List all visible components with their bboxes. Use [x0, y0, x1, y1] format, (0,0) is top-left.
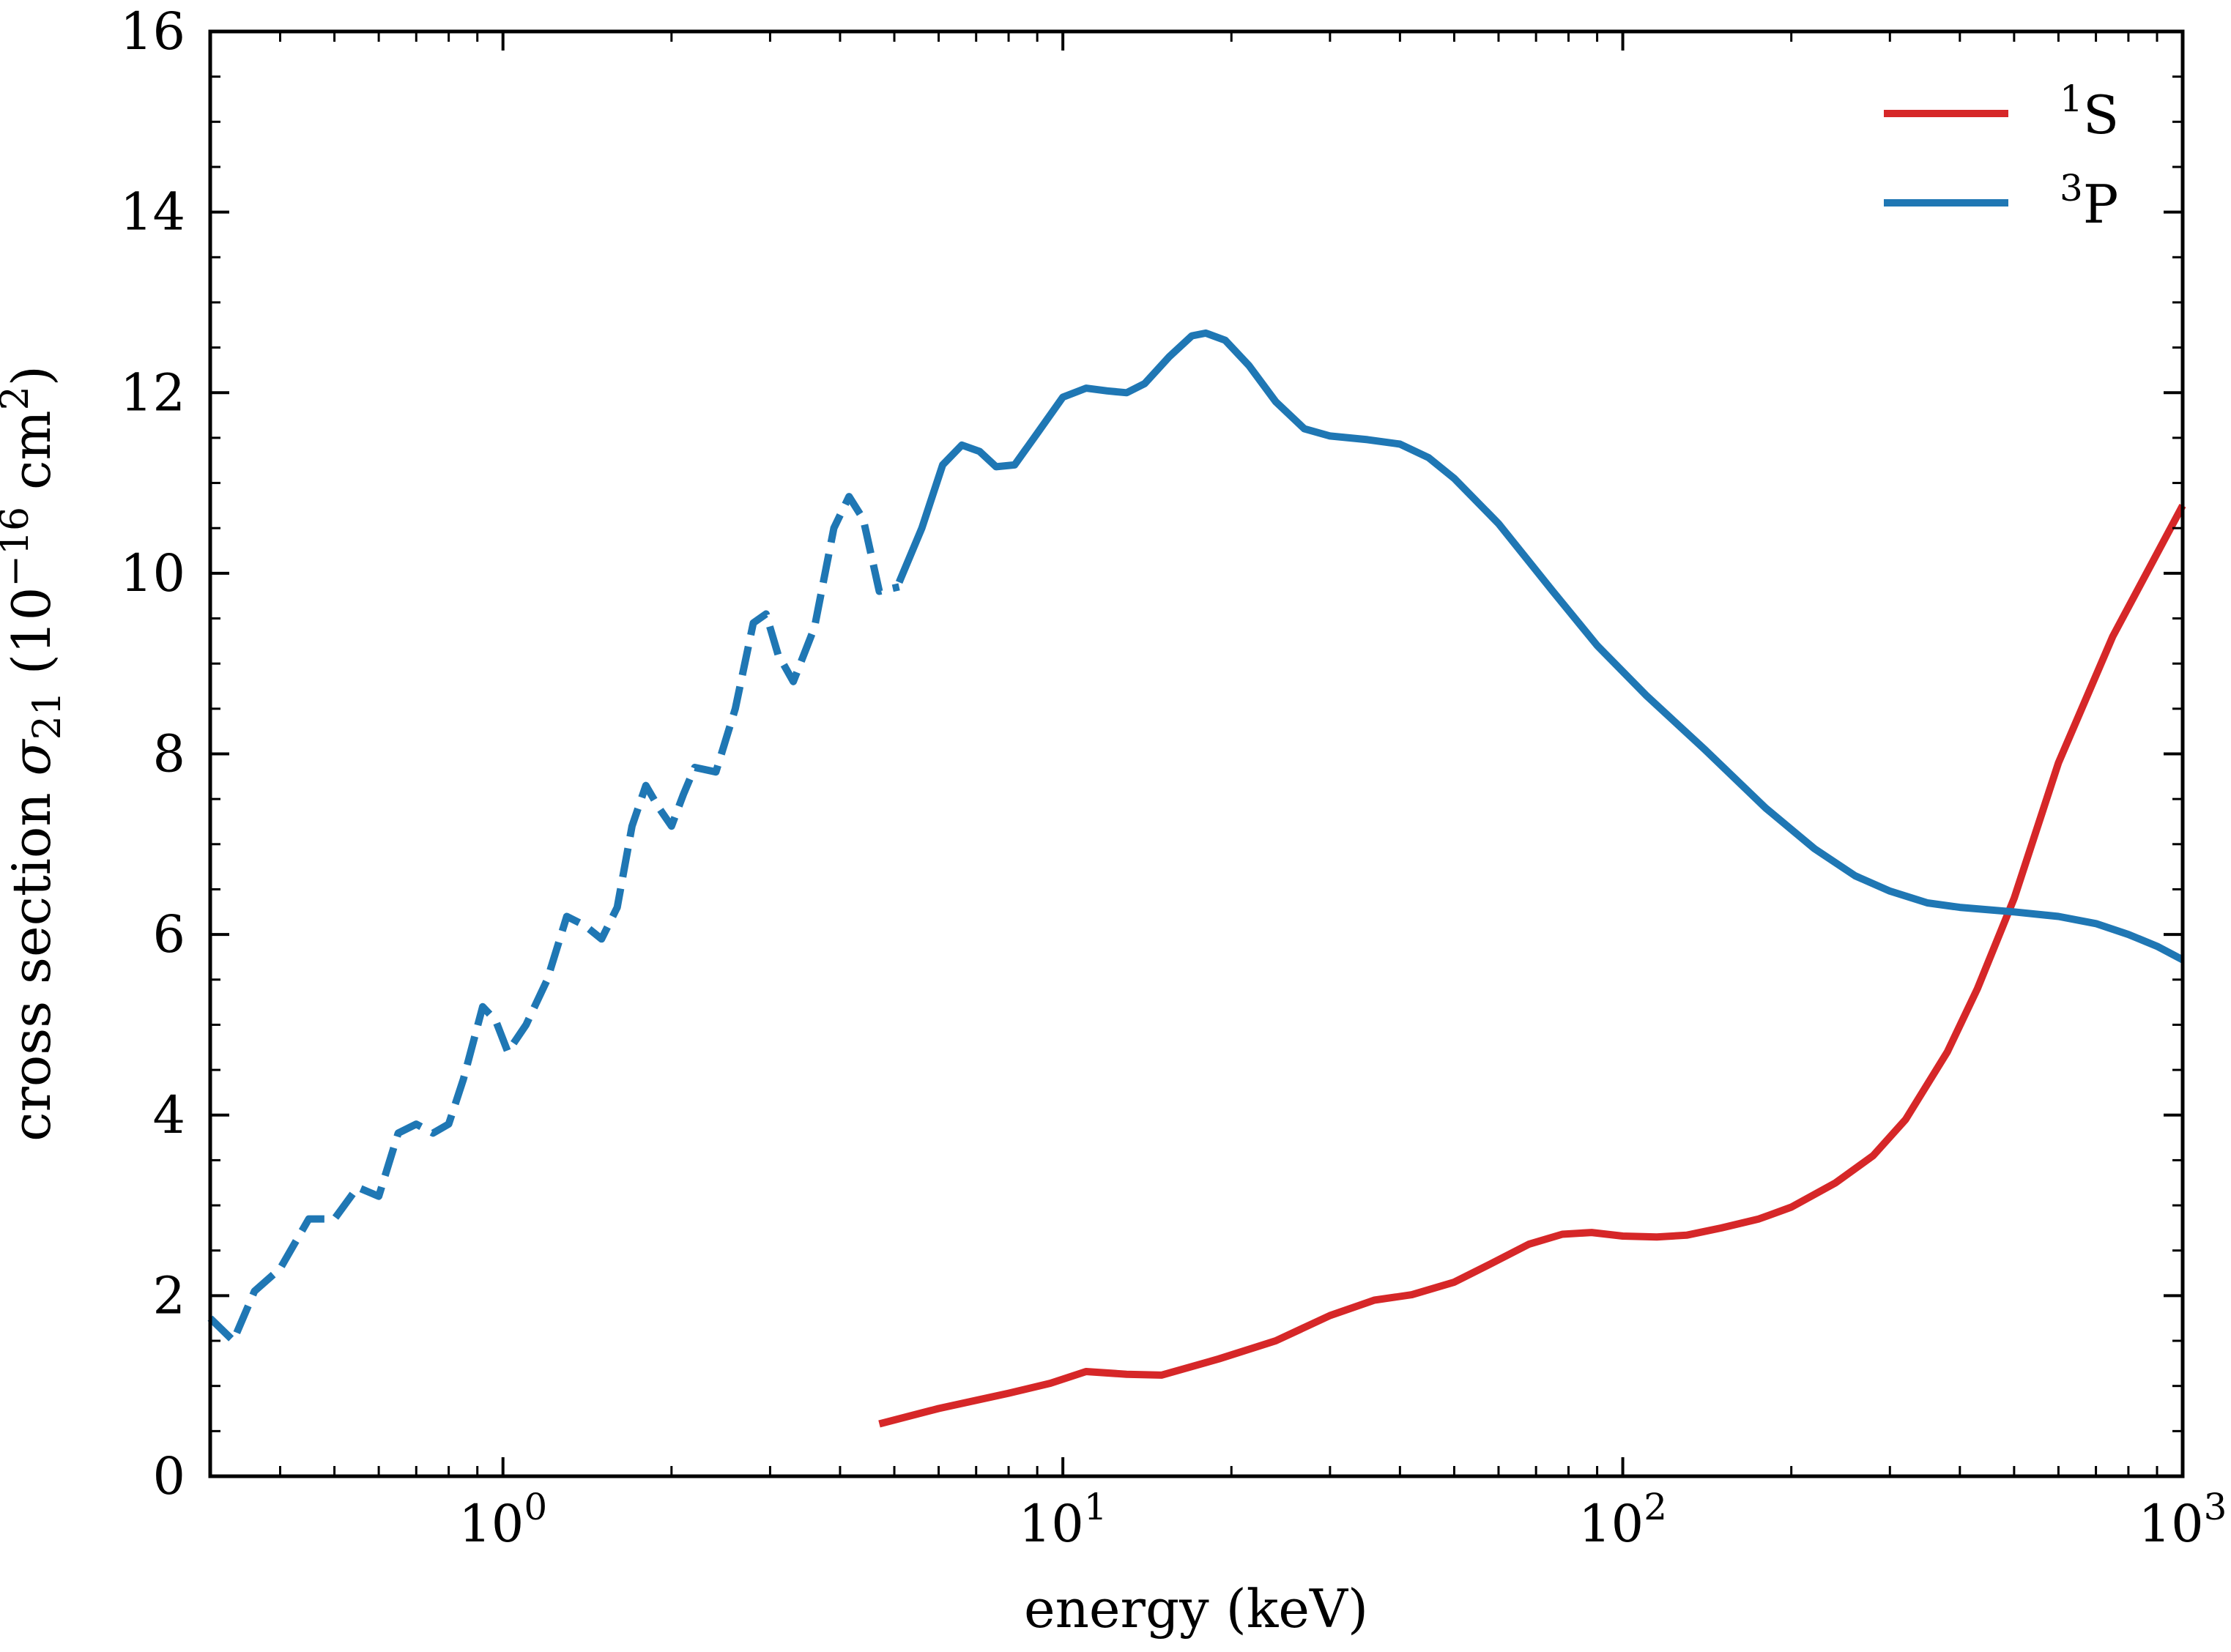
y-tick-label: 16 — [120, 1, 185, 62]
y-tick-label: 4 — [152, 1085, 185, 1145]
y-tick-label: 8 — [152, 724, 185, 784]
y-axis-title: cross section σ21 (10−16 cm2) — [0, 365, 70, 1142]
x-tick-label-base: 10 — [459, 1494, 524, 1554]
series-line-s1 — [878, 504, 2186, 1428]
x-tick-label-base: 10 — [1578, 1494, 1644, 1554]
series-lines — [207, 329, 2186, 1428]
legend: 1S 3P — [1884, 78, 2119, 235]
legend-label-1s: 1S — [2060, 78, 2119, 146]
x-tick-label-exp: 1 — [1084, 1486, 1107, 1528]
x-tick-label: 101 — [1019, 1486, 1107, 1554]
x-tick-label: 100 — [459, 1486, 547, 1554]
y-axis-title-units-close: ) — [1, 365, 62, 386]
y-axis-title-prefix: cross section — [1, 776, 62, 1142]
y-tick-label: 6 — [152, 904, 185, 964]
y-axis-title-units-exp: −16 — [0, 507, 37, 587]
x-tick-label: 102 — [1578, 1486, 1667, 1554]
x-tick-label: 103 — [2139, 1486, 2227, 1554]
y-tick-label: 14 — [120, 182, 185, 242]
x-tick-label-base: 10 — [2139, 1494, 2204, 1554]
y-axis-title-symbol: σ — [1, 739, 62, 776]
x-tick-label-base: 10 — [1019, 1494, 1084, 1554]
legend-label-3p: 3P — [2060, 167, 2118, 235]
x-tick-label-exp: 2 — [1644, 1486, 1667, 1528]
legend-label-1s-main: S — [2083, 84, 2119, 146]
legend-label-1s-sup: 1 — [2060, 78, 2083, 120]
y-tick-label: 10 — [120, 543, 185, 603]
legend-label-3p-sup: 3 — [2060, 167, 2083, 209]
y-axis-title-subscript: 21 — [26, 691, 70, 740]
x-tick-label-exp: 3 — [2204, 1486, 2227, 1528]
x-axis-title: energy (keV) — [1024, 1578, 1368, 1640]
y-axis-title-units-mid: cm — [1, 410, 62, 506]
y-axis-title-units-exp2: 2 — [0, 386, 37, 410]
legend-label-3p-main: P — [2083, 174, 2118, 235]
plot-frame — [208, 29, 2185, 1478]
x-tick-label-exp: 0 — [524, 1486, 547, 1528]
y-tick-label: 0 — [152, 1446, 185, 1506]
series-line-p3 — [895, 329, 2185, 964]
y-axis-title-units-open: (10 — [1, 587, 62, 692]
y-tick-label: 12 — [120, 362, 185, 423]
series-line-p3_dashed — [207, 493, 900, 1344]
y-tick-label: 2 — [152, 1265, 185, 1325]
